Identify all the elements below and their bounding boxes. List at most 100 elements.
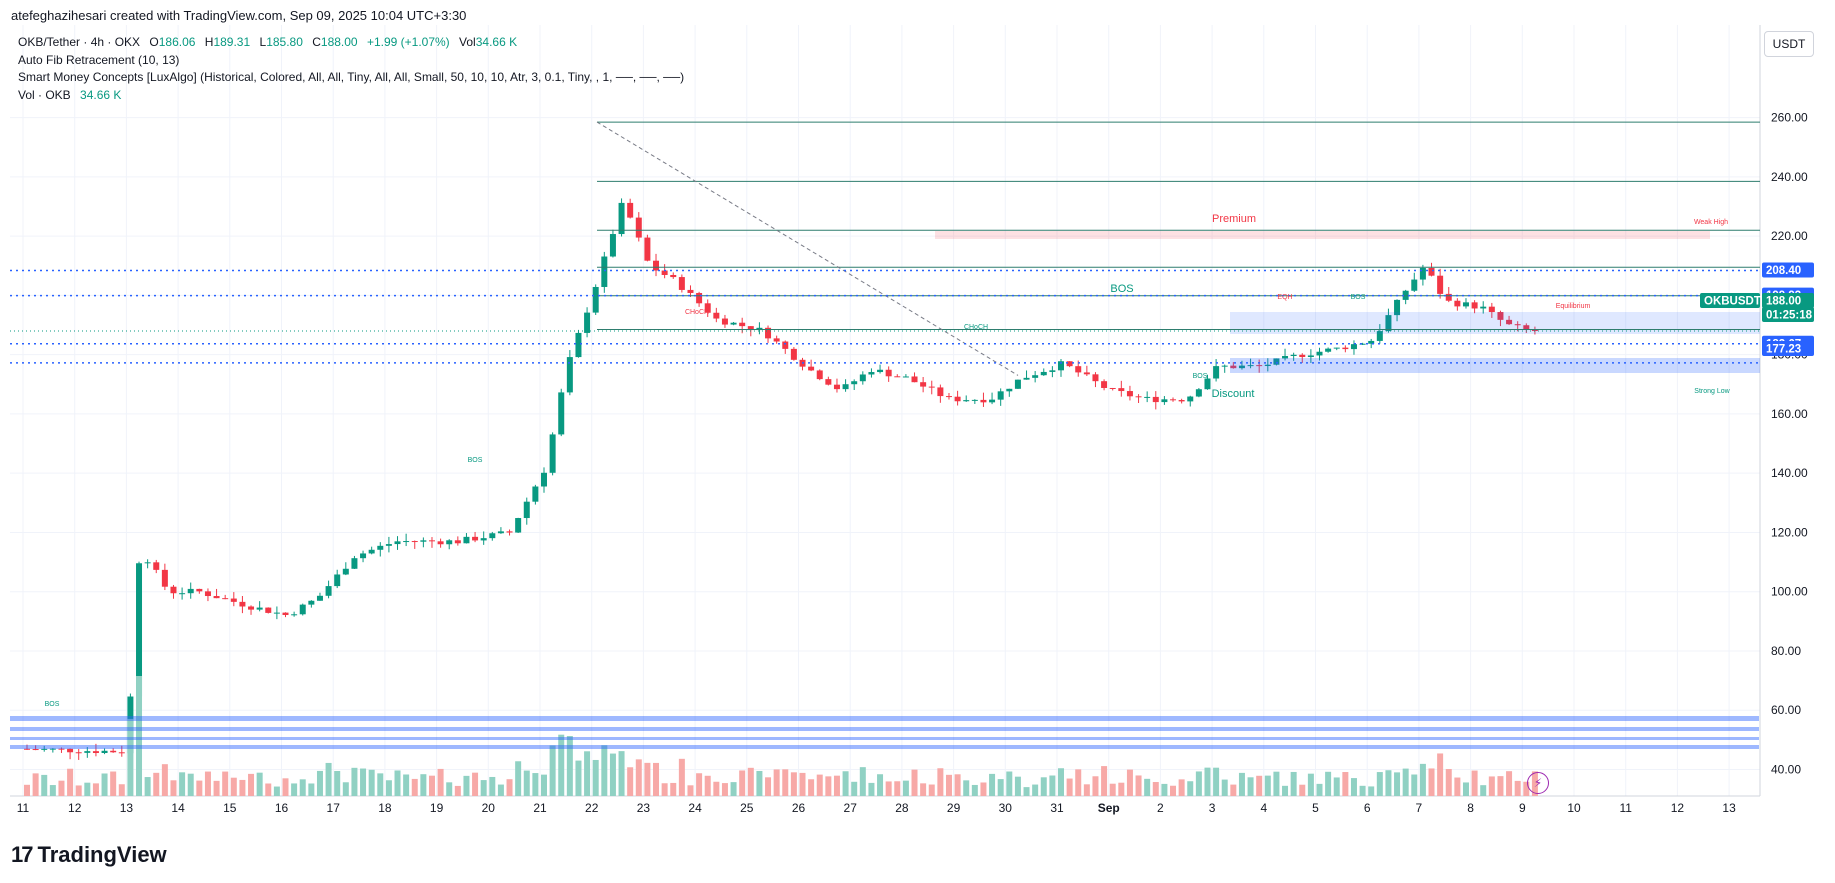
volume-bar xyxy=(1101,766,1108,796)
candle xyxy=(1187,396,1194,402)
x-tick-label: 17 xyxy=(327,801,341,815)
volume-bar xyxy=(704,775,711,796)
annotation-label: Equilibrium xyxy=(1556,303,1591,310)
candle xyxy=(446,540,453,545)
x-tick-label: 6 xyxy=(1364,801,1371,815)
candle xyxy=(713,312,720,319)
candle xyxy=(1144,396,1151,398)
volume-bar xyxy=(489,776,496,796)
candle xyxy=(1307,355,1314,358)
annotation-label: BOS xyxy=(1351,294,1366,301)
volume-bar xyxy=(687,785,694,796)
volume-bar xyxy=(1152,782,1159,796)
volume-bar xyxy=(1282,785,1289,796)
volume-bar xyxy=(894,781,901,796)
legend-high-label: H xyxy=(204,35,214,49)
volume-bar xyxy=(541,774,547,796)
volume-bar xyxy=(222,771,229,796)
annotation-label: BOS xyxy=(468,457,483,464)
volume-bar xyxy=(282,778,289,796)
candle xyxy=(325,586,332,596)
x-tick-label: 25 xyxy=(740,801,754,815)
volume-bar xyxy=(627,767,634,796)
candle xyxy=(1514,324,1521,326)
candle xyxy=(1480,306,1487,309)
candle xyxy=(1256,365,1263,367)
currency-button[interactable]: USDT xyxy=(1764,31,1814,57)
candle xyxy=(790,348,797,360)
indicator-fib[interactable]: Auto Fib Retracement (10, 13) xyxy=(18,52,180,67)
volume-bar xyxy=(799,772,806,796)
volume-bar xyxy=(1290,771,1297,796)
candle xyxy=(920,382,927,387)
candle xyxy=(1066,361,1073,367)
candle xyxy=(1273,358,1280,365)
volume-bar xyxy=(497,784,504,796)
candle xyxy=(1170,399,1177,401)
candle xyxy=(704,303,711,313)
volume-bar xyxy=(1049,775,1056,796)
volume-bar xyxy=(592,759,599,796)
legend-ohlc-row: OKB/Tether · 4h · OKX O186.06 H189.31 L1… xyxy=(18,34,684,52)
x-tick-label: 10 xyxy=(1567,801,1581,815)
volume-bar xyxy=(1230,784,1237,796)
volume-bar xyxy=(1273,771,1280,796)
volume-bar xyxy=(1256,775,1263,796)
volume-bar xyxy=(67,768,74,796)
candle xyxy=(532,486,539,502)
volume-bar xyxy=(411,778,418,796)
annotation-label: BOS xyxy=(1193,373,1208,380)
volume-bar xyxy=(523,770,530,796)
legend-vol: 34.66 K xyxy=(475,35,518,49)
volume-bar xyxy=(1471,770,1478,796)
volume-bar xyxy=(101,773,108,796)
volume-bar xyxy=(110,771,117,796)
candle xyxy=(592,286,599,313)
chart-legend: OKB/Tether · 4h · OKX O186.06 H189.31 L1… xyxy=(18,34,684,104)
volume-bar xyxy=(1126,769,1133,796)
candle xyxy=(1488,306,1495,313)
x-tick-label: 29 xyxy=(947,801,961,815)
candle xyxy=(101,750,108,754)
candle xyxy=(1161,399,1168,403)
order-block-zone xyxy=(10,716,1759,721)
volume-bar xyxy=(1109,783,1116,796)
volume-bar xyxy=(635,759,642,796)
volume-bar xyxy=(989,773,996,796)
legend-close: 188.00 xyxy=(320,35,358,49)
candle xyxy=(868,372,875,375)
indicator-smc[interactable]: Smart Money Concepts [LuxAlgo] (Historic… xyxy=(18,70,685,84)
annotation-label: BOS xyxy=(1110,283,1133,295)
volume-bar xyxy=(566,736,573,796)
volume-bar xyxy=(997,779,1004,796)
legend-symbol[interactable]: OKB/Tether · 4h · OKX xyxy=(18,35,141,49)
candle xyxy=(222,598,229,600)
candle xyxy=(678,277,685,290)
candle xyxy=(618,202,625,235)
volume-bar xyxy=(204,771,211,796)
volume-bar xyxy=(256,772,263,796)
candle xyxy=(773,338,780,342)
volume-bar xyxy=(1204,767,1211,796)
volume-bar xyxy=(1462,782,1469,796)
candle xyxy=(360,553,367,559)
volume-bar xyxy=(1437,753,1444,796)
attribution: atefeghazihesari created with TradingVie… xyxy=(11,8,467,23)
volume-bar xyxy=(1170,785,1177,796)
volume-bar xyxy=(273,786,280,796)
price-badge-label: 01:25:18 xyxy=(1766,310,1813,322)
order-block-zone xyxy=(10,727,1759,731)
premium-zone xyxy=(935,231,1710,239)
y-tick-label: 240.00 xyxy=(1771,170,1808,184)
candle xyxy=(32,749,39,751)
indicator-volume[interactable]: Vol · OKB 34.66 K xyxy=(18,87,684,105)
x-tick-label: 26 xyxy=(792,801,806,815)
candle xyxy=(1506,319,1513,325)
y-tick-label: 160.00 xyxy=(1771,407,1808,421)
price-badge-label: 188.00 xyxy=(1766,296,1801,308)
volume-bar xyxy=(1195,771,1202,796)
volume-bar xyxy=(859,767,866,796)
candle xyxy=(334,574,341,587)
lightning-icon[interactable]: ⚡ xyxy=(1527,772,1549,794)
